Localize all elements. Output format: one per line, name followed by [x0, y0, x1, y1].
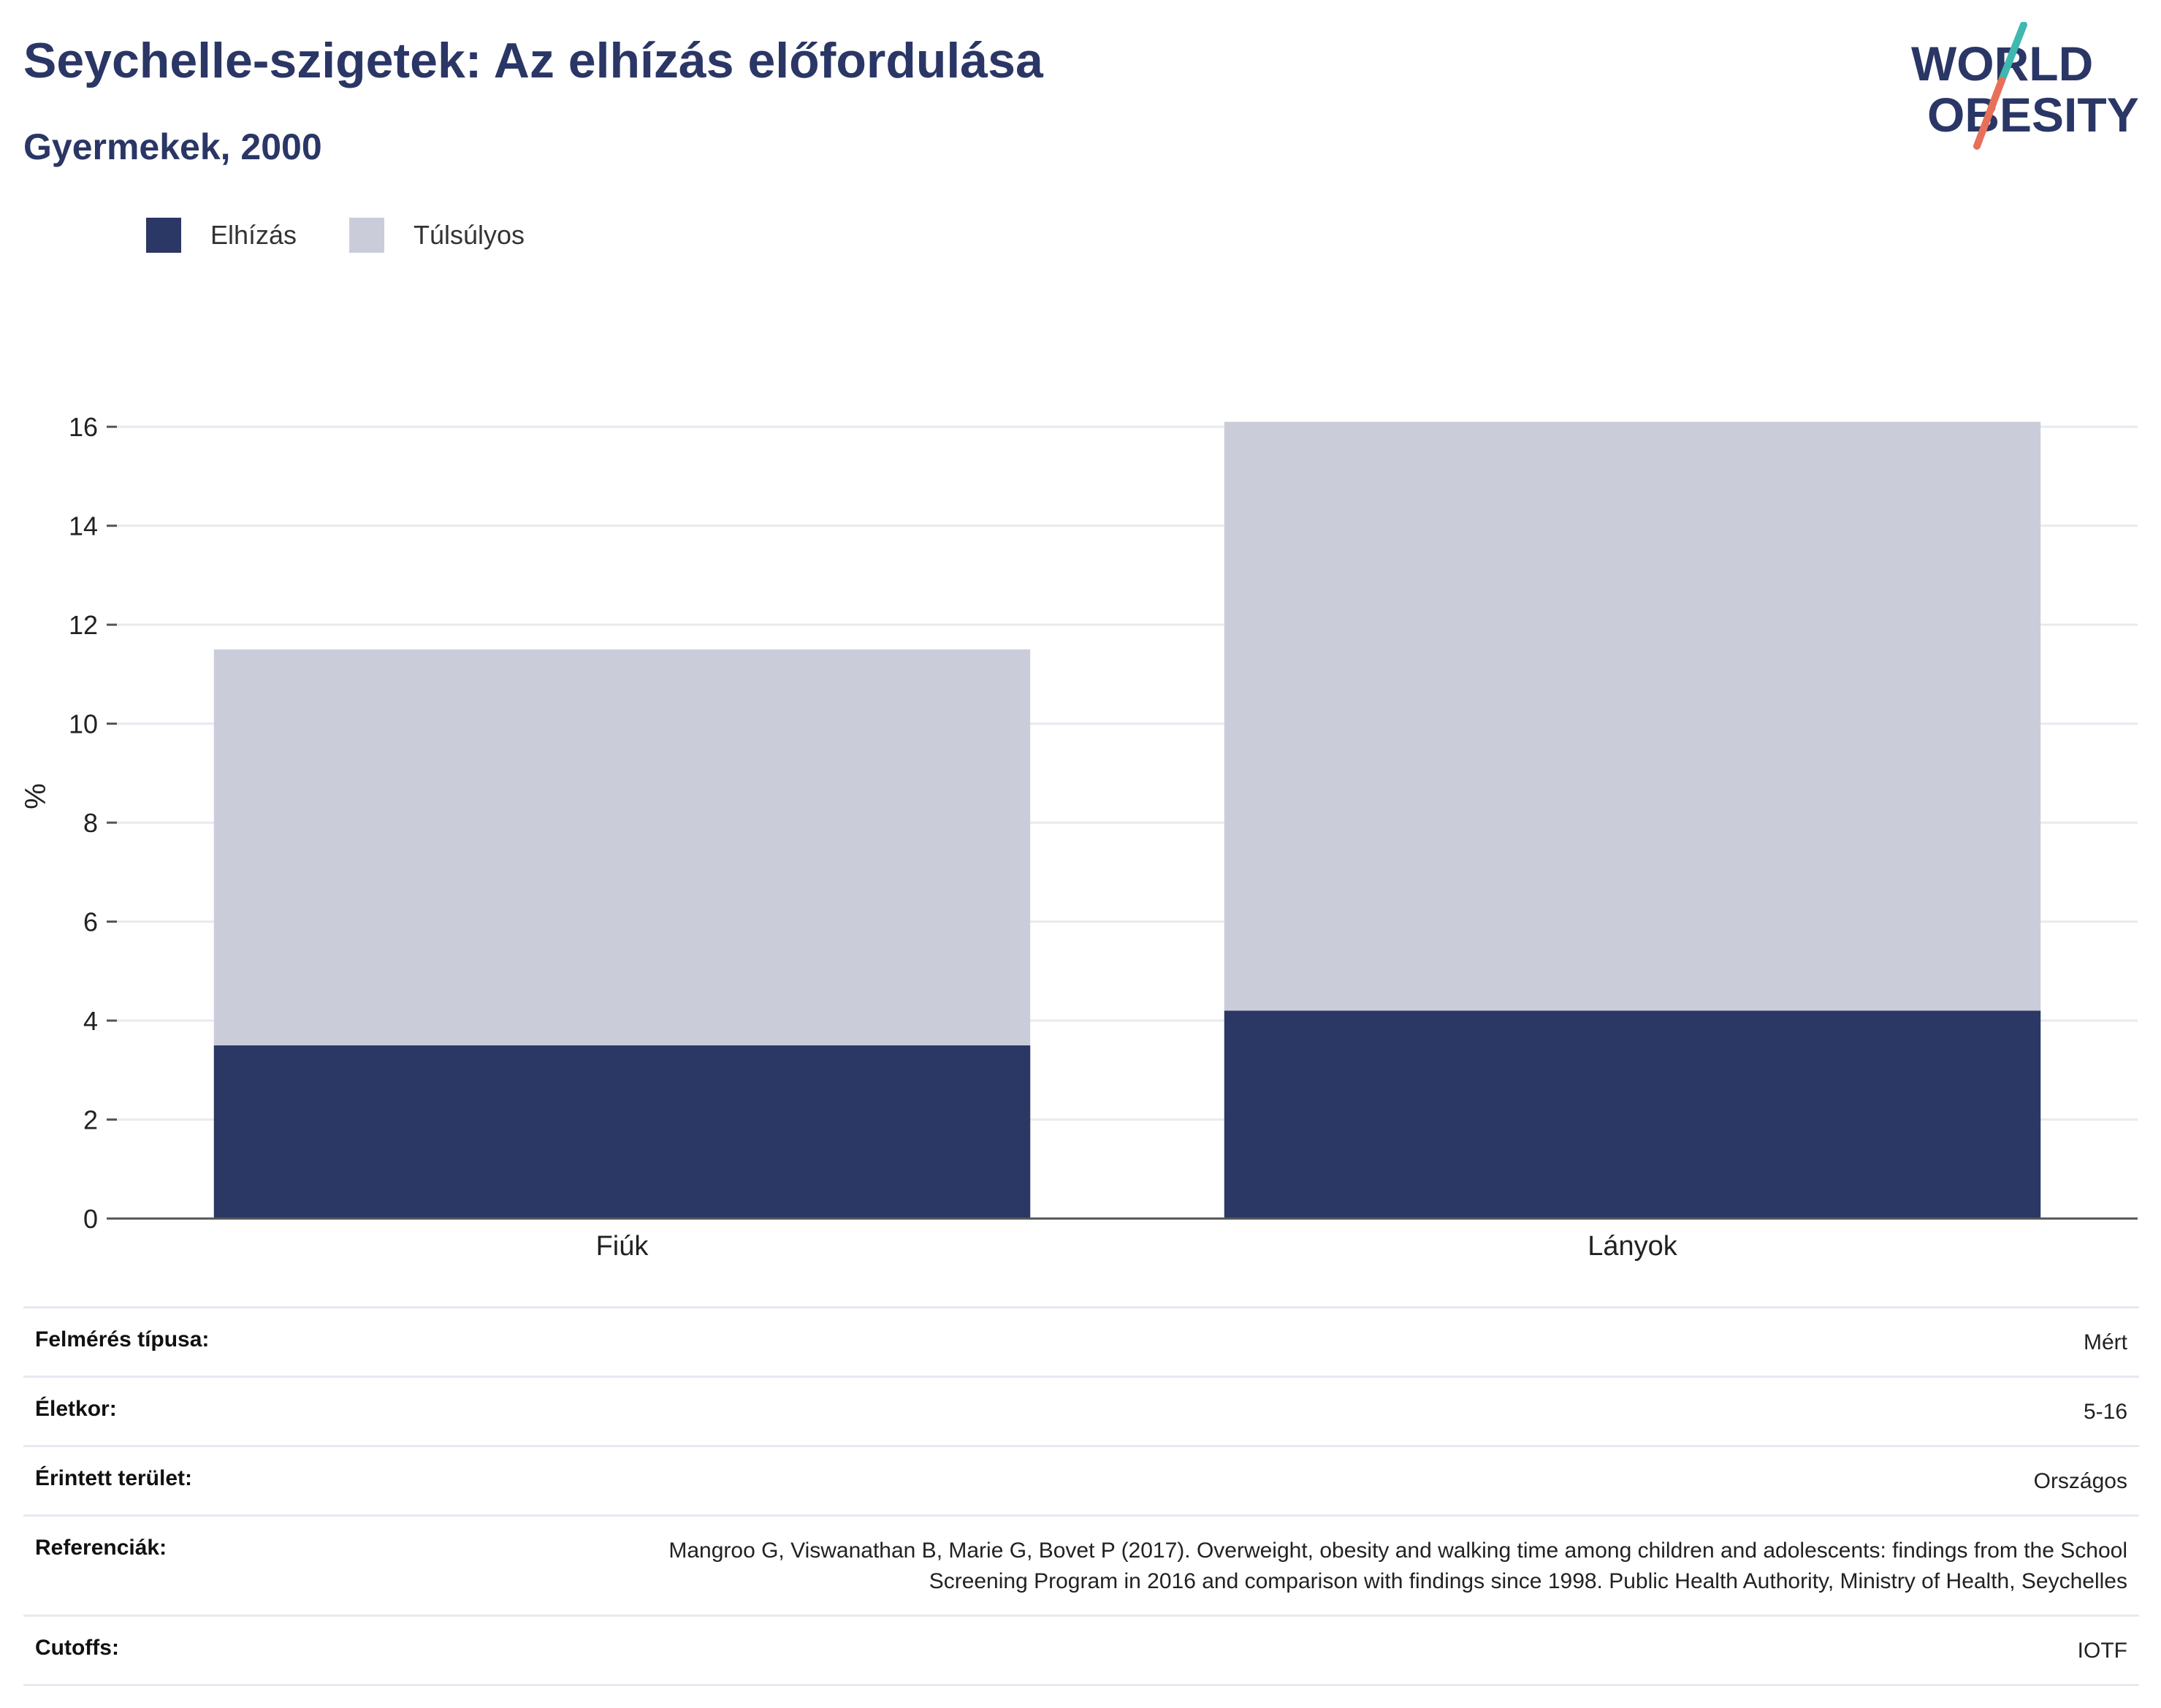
legend-swatch-overweight: [349, 218, 384, 253]
bar-obesity-0[interactable]: [213, 1045, 1031, 1219]
metadata-value: 5-16: [2083, 1400, 2127, 1424]
metadata-key: Cutoffs:: [35, 1636, 119, 1660]
y-tick-label: 8: [83, 808, 98, 838]
logo-text-obesity: OBESITY: [1927, 88, 2139, 142]
metadata-value: Mangroo G, Viswanathan B, Marie G, Bovet…: [668, 1539, 2127, 1593]
world-obesity-logo: WORLD OBESITY: [1911, 22, 2139, 150]
metadata-row: Cutoffs: IOTF: [23, 1614, 2139, 1686]
y-tick-label: 4: [83, 1006, 98, 1036]
x-axis-labels: Fiúk Lányok: [596, 1231, 1678, 1262]
metadata-key: Életkor:: [35, 1397, 117, 1421]
metadata-row: Életkor: 5-16: [23, 1376, 2139, 1445]
legend-item-overweight[interactable]: Túlsúlyos: [349, 217, 525, 253]
chart-subtitle: Gyermekek, 2000: [23, 126, 322, 167]
y-axis-label: %: [20, 783, 52, 809]
chart-title: Seychelle-szigetek: Az elhízás előfordul…: [23, 33, 1043, 88]
bar-overweight-1[interactable]: [1224, 422, 2041, 1011]
y-tick-label: 6: [83, 907, 98, 937]
metadata-key: Referenciák:: [35, 1536, 167, 1560]
legend-item-obesity[interactable]: Elhízás: [146, 217, 297, 253]
metadata-table: Felmérés típusa: Mért Életkor: 5-16 Érintett…: [23, 1306, 2139, 1686]
metadata-value: IOTF: [2077, 1639, 2127, 1663]
x-tick-label: Fiúk: [596, 1231, 649, 1262]
y-tick-label: 14: [69, 511, 98, 541]
metadata-row: Referenciák: Mangroo G, Viswanathan B, Ma…: [23, 1514, 2139, 1614]
metadata-value: Mért: [2084, 1330, 2127, 1354]
y-tick-label: 0: [83, 1204, 98, 1234]
legend-label-overweight: Túlsúlyos: [413, 220, 525, 250]
y-tick-label: 2: [83, 1105, 98, 1135]
y-tick-label: 16: [69, 412, 98, 442]
y-axis-ticks: 0 2 4 6 8 10 12 14 16: [69, 412, 117, 1234]
metadata-key: Felmérés típusa:: [35, 1327, 210, 1351]
metadata-key: Érintett terület:: [35, 1466, 193, 1490]
x-tick-label: Lányok: [1588, 1231, 1678, 1262]
logo-slash-coral: [1973, 77, 2005, 150]
metadata-row: Felmérés típusa: Mért: [23, 1306, 2139, 1376]
y-tick-label: 12: [69, 610, 98, 640]
legend-label-obesity: Elhízás: [210, 220, 297, 250]
y-tick-label: 10: [69, 709, 98, 739]
legend-swatch-obesity: [146, 218, 181, 253]
bar-overweight-0[interactable]: [213, 649, 1031, 1045]
metadata-value: Országos: [2033, 1469, 2127, 1493]
stacked-bar-chart: 0 2 4 6 8 10 12 14 16 Fiúk Lányok %: [20, 412, 2138, 1262]
bar-obesity-1[interactable]: [1224, 1010, 2041, 1219]
bars: [213, 422, 2041, 1219]
metadata-row: Érintett terület: Országos: [23, 1445, 2139, 1514]
logo-slash-teal: [1998, 22, 2027, 84]
